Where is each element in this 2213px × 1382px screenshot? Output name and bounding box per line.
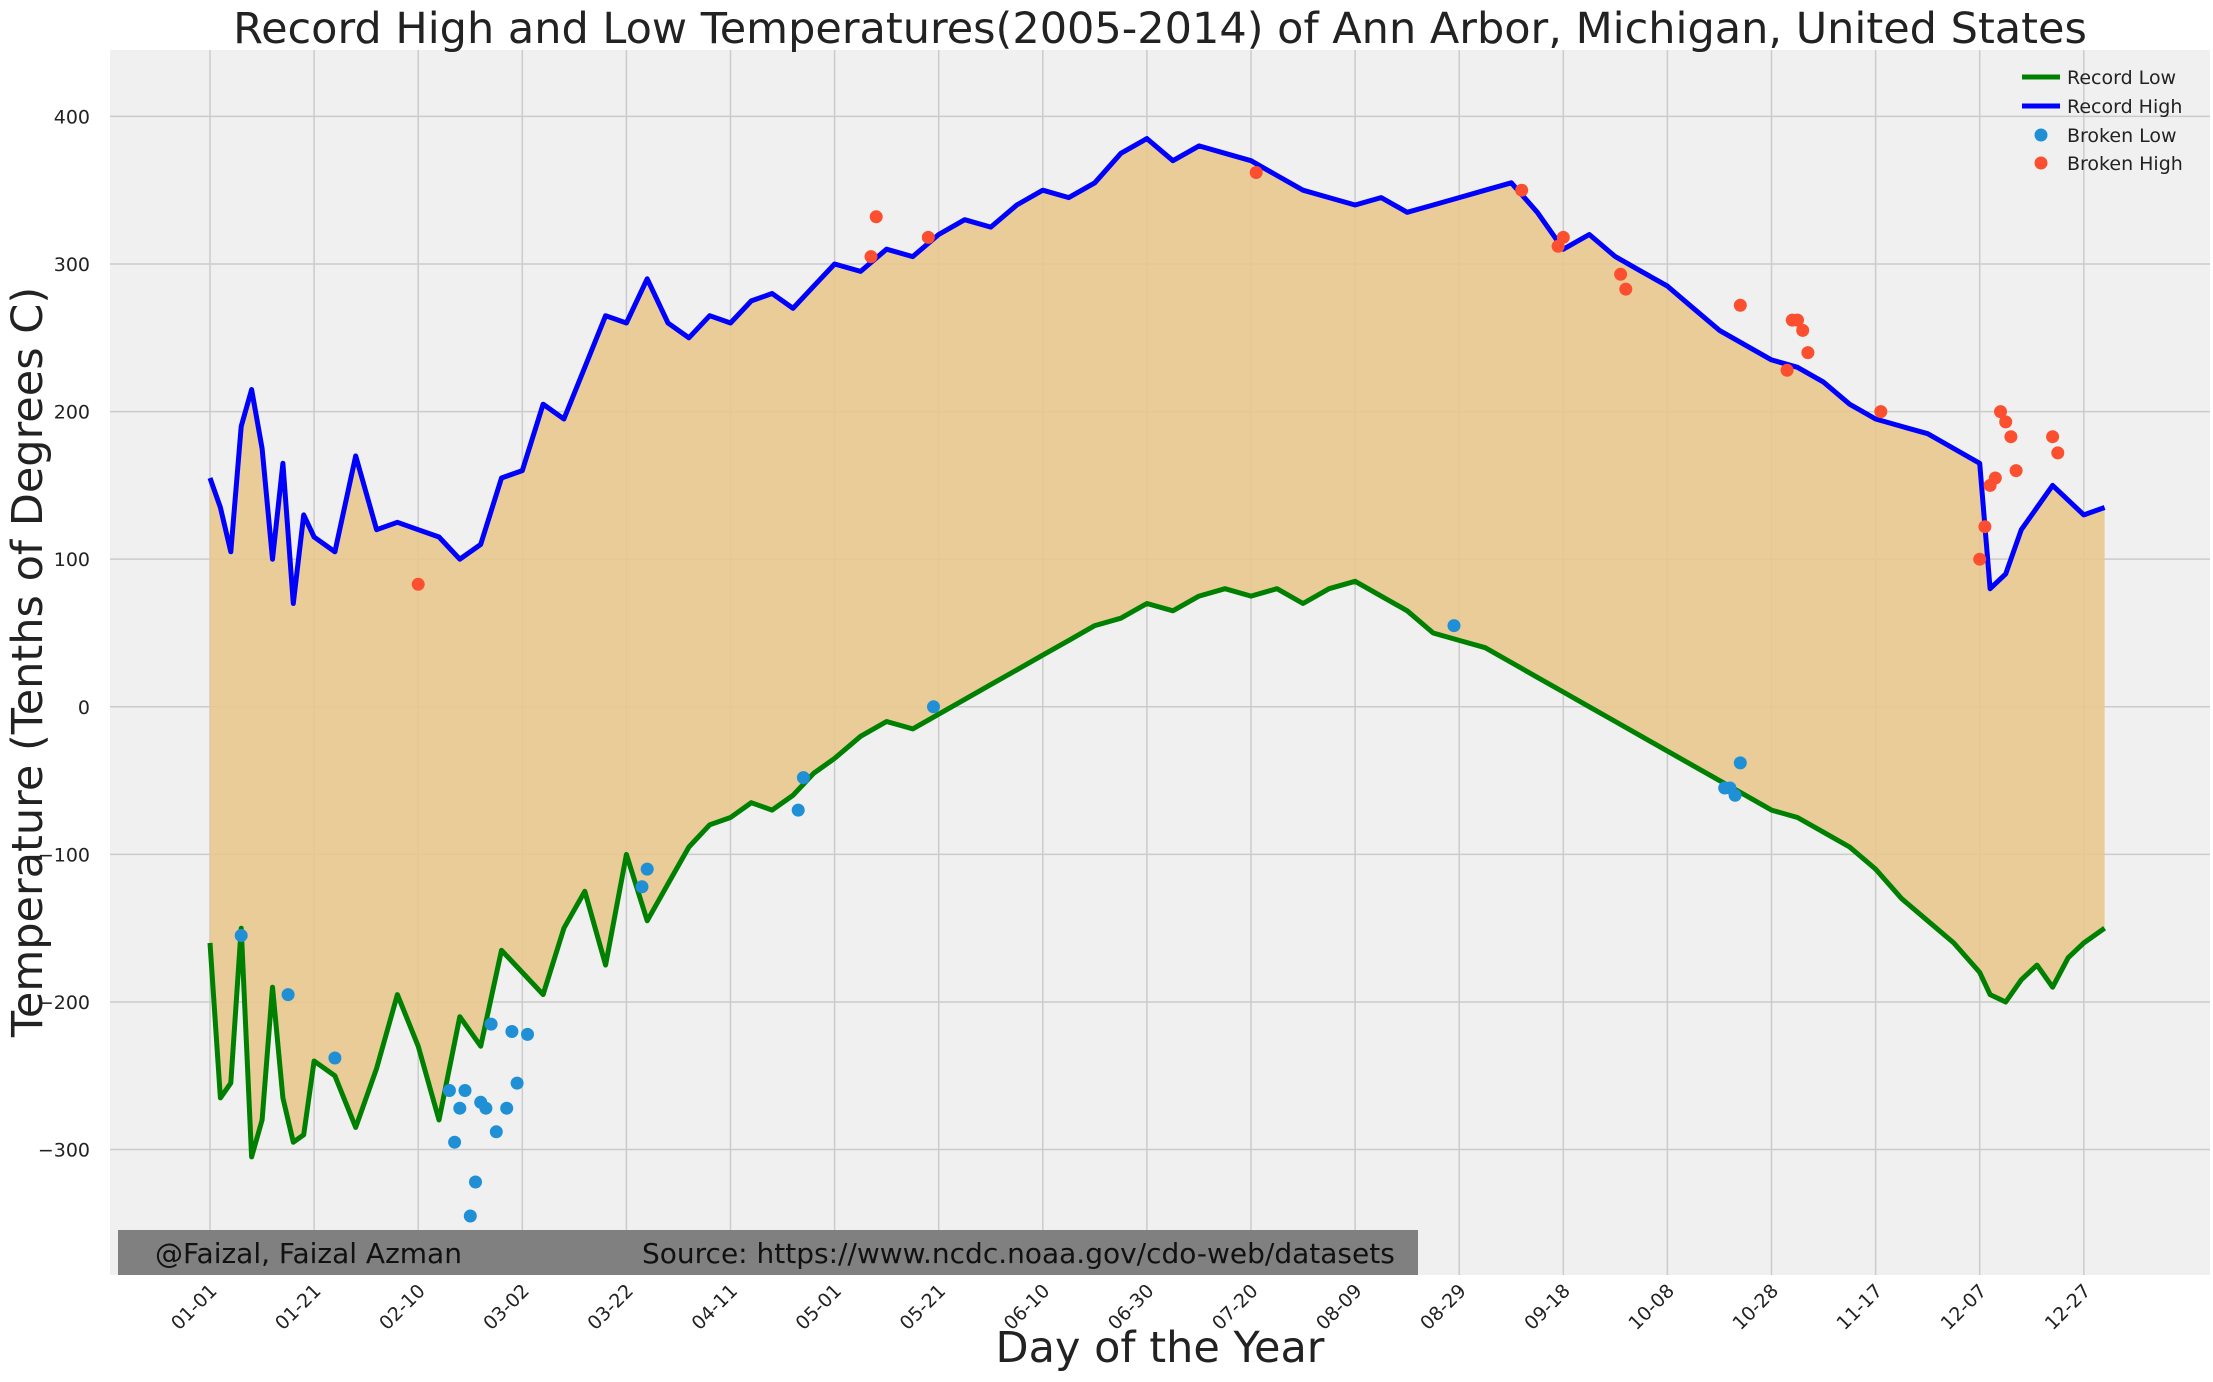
legend-record-high-label: Record High: [2067, 96, 2182, 118]
point-broken-high: [1978, 520, 1992, 534]
point-broken-high: [2051, 446, 2065, 460]
point-broken-high: [864, 250, 878, 264]
point-broken-high: [1801, 346, 1815, 360]
point-broken-low: [484, 1017, 498, 1031]
point-broken-high: [921, 230, 935, 244]
credit-source: Source: https://www.ncdc.noaa.gov/cdo-we…: [642, 1237, 1395, 1270]
point-broken-low: [791, 803, 805, 817]
point-broken-high: [1988, 471, 2002, 485]
chart-title: Record High and Low Temperatures(2005-20…: [233, 4, 2087, 54]
y-tick-label: −200: [38, 992, 90, 1014]
x-axis-label: Day of the Year: [996, 1323, 1325, 1373]
point-broken-low: [510, 1076, 524, 1090]
point-broken-low: [458, 1084, 472, 1097]
point-broken-high: [1614, 267, 1628, 281]
point-broken-high: [1791, 313, 1804, 327]
point-broken-high: [2009, 464, 2023, 478]
point-broken-low: [521, 1027, 534, 1041]
point-broken-low: [234, 929, 248, 942]
legend-broken-low-label: Broken Low: [2067, 125, 2177, 147]
point-broken-low: [1728, 788, 1742, 802]
point-broken-high: [1973, 552, 1987, 566]
fill-between-area: [210, 138, 2105, 1157]
y-tick-label: 0: [78, 697, 90, 719]
point-broken-high: [1515, 183, 1529, 197]
y-axis-label: Temperature (Tenths of Degrees C): [3, 287, 53, 1038]
point-broken-low: [640, 862, 654, 876]
point-broken-low: [1733, 756, 1747, 770]
point-broken-high: [1780, 363, 1794, 377]
point-broken-low: [927, 700, 940, 714]
y-tick-label: −100: [38, 844, 90, 866]
series-lines: [207, 136, 2107, 1160]
point-broken-high: [411, 577, 425, 591]
point-broken-high: [1733, 298, 1747, 312]
point-broken-low: [281, 988, 295, 1002]
legend: Record Low Record High Broken Low Broken…: [2022, 67, 2183, 175]
point-broken-high: [1999, 415, 2013, 429]
legend-broken-high-swatch: [2034, 156, 2048, 170]
point-broken-low: [500, 1101, 514, 1115]
point-broken-low: [796, 771, 810, 785]
credit-banner: [118, 1230, 1418, 1275]
point-broken-low: [479, 1101, 493, 1115]
legend-broken-low-swatch: [2034, 128, 2048, 142]
y-tick-label: 400: [54, 106, 90, 128]
point-broken-high: [1556, 230, 1570, 244]
y-tick-label: 100: [54, 549, 90, 571]
point-broken-high: [1796, 323, 1810, 337]
y-tick-label: 200: [54, 402, 90, 424]
credit-author: @Faizal, Faizal Azman: [155, 1237, 462, 1270]
point-broken-low: [469, 1175, 482, 1189]
point-broken-low: [448, 1135, 462, 1149]
point-broken-low: [505, 1025, 519, 1038]
point-broken-high: [1994, 405, 2007, 419]
point-broken-high: [1874, 405, 1888, 419]
y-tick-label: −300: [38, 1140, 90, 1162]
series-line-record-low: [207, 578, 2107, 1160]
y-axis-ticks: −300 −200 −100 0 100 200 300 400: [38, 106, 90, 1161]
point-broken-low: [463, 1209, 477, 1223]
point-broken-high: [1619, 282, 1633, 296]
series-points: [234, 166, 2065, 1223]
point-broken-low: [1447, 619, 1461, 633]
legend-record-low-label: Record Low: [2067, 67, 2176, 89]
y-tick-label: 300: [54, 254, 90, 276]
point-broken-high: [2004, 430, 2018, 444]
point-broken-low: [328, 1051, 342, 1065]
point-broken-low: [442, 1084, 456, 1097]
point-broken-high: [869, 210, 883, 224]
point-broken-high: [2046, 430, 2060, 444]
series-line-record-high: [207, 136, 2106, 606]
point-broken-high: [1249, 166, 1263, 179]
point-broken-low: [453, 1101, 467, 1115]
point-broken-low: [635, 880, 649, 894]
point-broken-low: [489, 1125, 503, 1139]
legend-broken-high-label: Broken High: [2067, 153, 2183, 175]
